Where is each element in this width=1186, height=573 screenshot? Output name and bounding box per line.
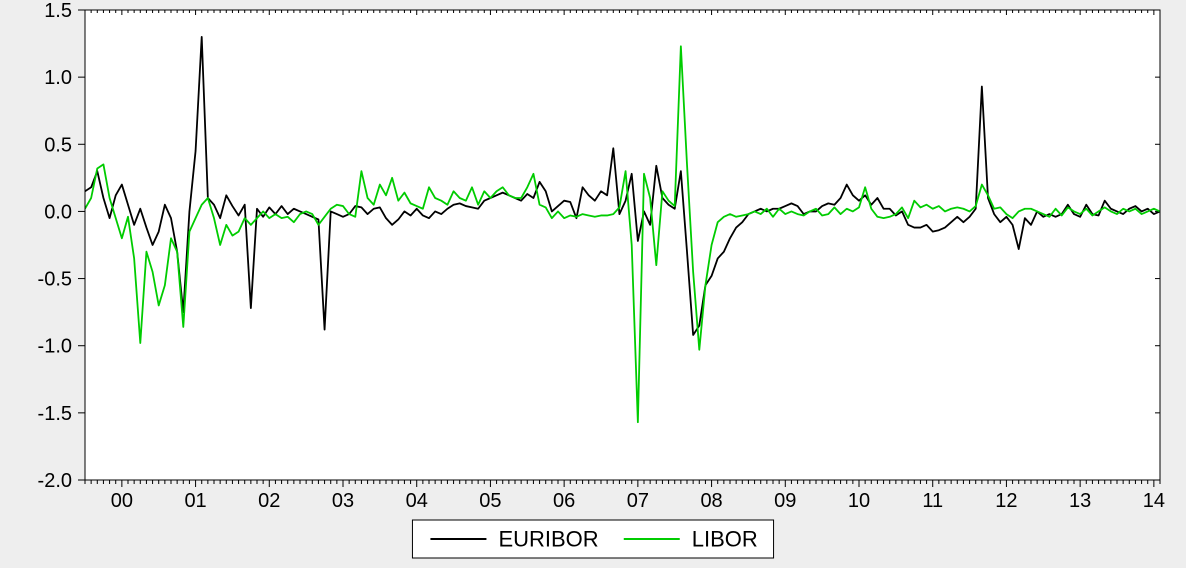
y-tick-label: 0.5 (44, 134, 72, 156)
x-tick-label: 13 (1069, 490, 1091, 512)
y-tick-label: -2.0 (38, 470, 72, 492)
x-tick-label: 07 (627, 490, 649, 512)
x-tick-label: 02 (258, 490, 280, 512)
x-tick-label: 10 (848, 490, 870, 512)
y-tick-label: 1.0 (44, 67, 72, 89)
line-chart: -2.0 -1.5 -1.0 -0.5 0.0 0.5 1.0 1.5 00 01 02 03 04 05… (0, 0, 1186, 568)
x-tick-label: 11 (922, 490, 943, 512)
x-tick-label: 14 (1143, 490, 1165, 512)
y-tick-label: 1.5 (44, 0, 72, 22)
y-tick-label: -0.5 (38, 269, 72, 291)
x-tick-label: 04 (406, 490, 428, 512)
chart-root: -2.0 -1.5 -1.0 -0.5 0.0 0.5 1.0 1.5 00 01 02 03 04 05… (0, 0, 1186, 568)
legend-label: LIBOR (692, 527, 758, 552)
x-tick-label: 05 (479, 490, 501, 512)
x-tick-label: 12 (995, 490, 1017, 512)
legend-label: EURIBOR (498, 527, 598, 552)
y-tick-label: -1.0 (38, 336, 72, 358)
x-tick-label: 03 (332, 490, 354, 512)
x-tick-label: 01 (184, 490, 206, 512)
x-tick-label: 09 (774, 490, 796, 512)
y-tick-label: -1.5 (38, 403, 72, 425)
x-tick-label: 00 (111, 490, 133, 512)
x-tick-label: 08 (700, 490, 722, 512)
y-tick-label: 0.0 (44, 201, 72, 223)
x-tick-label: 06 (553, 490, 575, 512)
